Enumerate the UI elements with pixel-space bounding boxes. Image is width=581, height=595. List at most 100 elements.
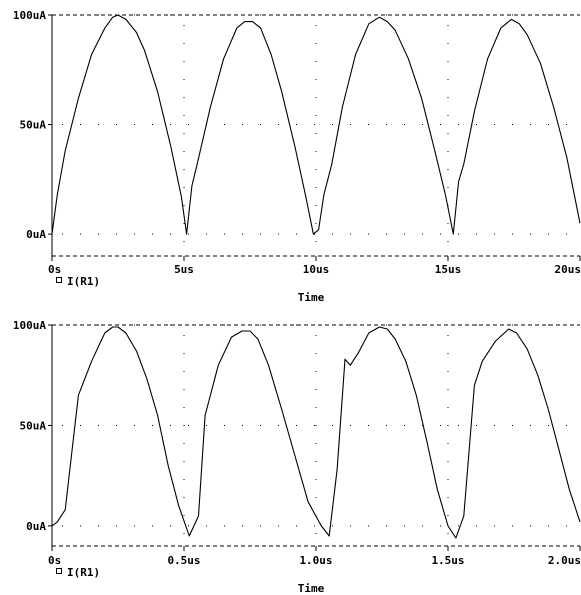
grid-dot	[447, 61, 449, 62]
grid-dot	[512, 14, 513, 16]
x-tick-label: 10us	[303, 263, 330, 276]
y-tick-label: 50uA	[20, 119, 47, 132]
grid-dot	[447, 335, 449, 336]
grid-dot	[440, 124, 441, 126]
grid-dot	[80, 424, 81, 426]
grid-dot	[296, 14, 297, 16]
grid-dot	[494, 14, 495, 16]
grid-dot	[386, 324, 387, 326]
grid-dot	[183, 223, 185, 224]
grid-dot	[315, 533, 317, 534]
grid-dot	[260, 233, 261, 235]
grid-dot	[404, 233, 405, 235]
grid-dot	[62, 424, 63, 426]
grid-dot	[315, 79, 317, 80]
grid-dot	[224, 233, 225, 235]
grid-dot	[116, 14, 117, 16]
grid-dot	[512, 525, 513, 527]
grid-dot	[440, 233, 441, 235]
grid-dot	[314, 124, 315, 126]
grid-dot	[512, 124, 513, 126]
grid-dot	[242, 14, 243, 16]
grid-dot	[447, 425, 449, 426]
grid-dot	[476, 14, 477, 16]
grid-dot	[278, 124, 279, 126]
grid-dot	[170, 525, 171, 527]
grid-dot	[260, 324, 261, 326]
grid-dot	[80, 324, 81, 326]
grid-dot	[386, 424, 387, 426]
legend-label: I(R1)	[67, 275, 100, 288]
grid-dot	[548, 324, 549, 326]
grid-dot	[134, 14, 135, 16]
grid-dot	[447, 497, 449, 498]
grid-dot	[80, 124, 81, 126]
grid-dot	[152, 525, 153, 527]
grid-dot	[368, 324, 369, 326]
grid-dot	[422, 233, 423, 235]
grid-dot	[98, 324, 99, 326]
grid-dot	[368, 233, 369, 235]
grid-dot	[278, 424, 279, 426]
grid-dot	[447, 389, 449, 390]
x-tick-label: 2.0us	[548, 554, 581, 567]
grid-dot	[98, 525, 99, 527]
grid-dot	[242, 424, 243, 426]
x-axis-title: Time	[298, 291, 325, 304]
grid-dot	[315, 169, 317, 170]
grid-dot	[530, 324, 531, 326]
grid-dot	[315, 389, 317, 390]
legend-label: I(R1)	[67, 566, 100, 579]
grid-dot	[183, 25, 185, 26]
grid-dot	[447, 241, 449, 242]
grid-dot	[183, 479, 185, 480]
grid-dot	[494, 233, 495, 235]
grid-dot	[404, 124, 405, 126]
grid-dot	[183, 461, 185, 462]
grid-dot	[566, 233, 567, 235]
grid-dot	[224, 14, 225, 16]
grid-dot	[386, 14, 387, 16]
grid-dot	[314, 14, 315, 16]
grid-dot	[458, 14, 459, 16]
grid-dot	[368, 124, 369, 126]
grid-dot	[206, 14, 207, 16]
x-tick-label: 0.5us	[167, 554, 200, 567]
grid-dot	[512, 233, 513, 235]
y-tick-label: 0uA	[26, 228, 46, 241]
x-tick-label: 20us	[555, 263, 581, 276]
grid-dot	[183, 335, 185, 336]
legend-marker-icon	[56, 277, 62, 283]
grid-dot	[242, 525, 243, 527]
grid-dot	[62, 324, 63, 326]
grid-dot	[152, 424, 153, 426]
grid-dot	[152, 14, 153, 16]
grid-dot	[188, 124, 189, 126]
grid-dot	[134, 424, 135, 426]
grid-dot	[62, 14, 63, 16]
grid-dot	[98, 14, 99, 16]
grid-dot	[332, 124, 333, 126]
grid-dot	[368, 14, 369, 16]
y-tick-label: 100uA	[13, 319, 46, 332]
grid-dot	[278, 14, 279, 16]
grid-dot	[183, 533, 185, 534]
grid-dot	[447, 533, 449, 534]
grid-dot	[116, 124, 117, 126]
grid-dot	[296, 525, 297, 527]
grid-dot	[494, 324, 495, 326]
grid-dot	[315, 115, 317, 116]
grid-dot	[188, 14, 189, 16]
grid-dot	[332, 324, 333, 326]
grid-dot	[183, 205, 185, 206]
y-tick-label: 100uA	[13, 9, 46, 22]
grid-dot	[332, 14, 333, 16]
grid-dot	[183, 43, 185, 44]
grid-dot	[315, 223, 317, 224]
grid-dot	[447, 407, 449, 408]
x-tick-label: 0s	[48, 263, 61, 276]
grid-dot	[206, 525, 207, 527]
grid-dot	[447, 169, 449, 170]
grid-dot	[315, 61, 317, 62]
x-axis-title: Time	[298, 582, 325, 595]
